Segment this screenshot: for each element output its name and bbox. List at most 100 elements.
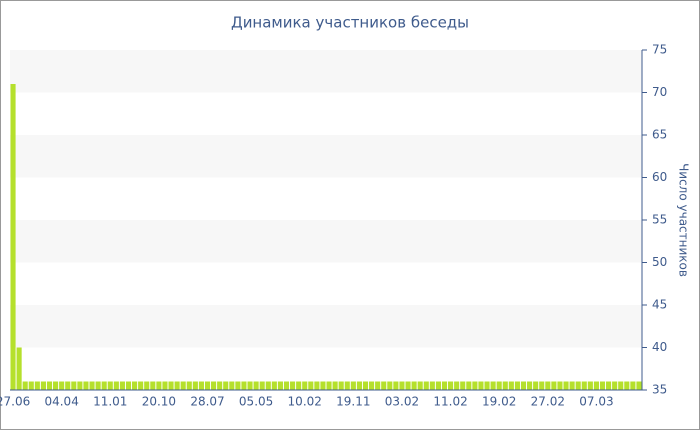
bar xyxy=(332,381,338,390)
bar xyxy=(290,381,296,390)
chart-title: Динамика участников беседы xyxy=(231,14,469,32)
bar xyxy=(10,84,16,390)
x-tick-label: 19.11 xyxy=(336,395,370,409)
bar xyxy=(539,381,545,390)
bar xyxy=(441,381,448,390)
y-tick-label: 70 xyxy=(652,85,667,99)
bar xyxy=(362,381,369,390)
y-tick-label: 55 xyxy=(652,213,667,227)
bar xyxy=(369,381,375,390)
bar xyxy=(101,381,107,390)
bar xyxy=(28,381,34,390)
bar xyxy=(53,381,59,390)
bar xyxy=(502,381,508,390)
bar xyxy=(496,381,502,390)
bar xyxy=(478,381,484,390)
bar xyxy=(34,381,40,390)
bar xyxy=(16,347,22,390)
bar xyxy=(71,381,77,390)
x-tick-label: 10.02 xyxy=(288,395,322,409)
bar xyxy=(180,381,186,390)
bar xyxy=(581,381,587,390)
bar xyxy=(162,381,168,390)
x-tick-label: 11.01 xyxy=(93,395,127,409)
bar xyxy=(113,381,119,390)
bar xyxy=(283,381,290,390)
bar xyxy=(423,381,429,390)
bar xyxy=(138,381,144,390)
bar xyxy=(296,381,302,390)
bar xyxy=(460,381,466,390)
bar xyxy=(235,381,241,390)
grid-band xyxy=(10,220,642,263)
bar xyxy=(636,381,642,390)
bar xyxy=(217,381,223,390)
bar xyxy=(520,381,527,390)
x-tick-label: 04.04 xyxy=(44,395,78,409)
y-tick-label: 40 xyxy=(652,340,667,354)
bar xyxy=(241,381,247,390)
bar xyxy=(59,381,65,390)
bar xyxy=(144,381,150,390)
bar xyxy=(569,381,575,390)
bar xyxy=(557,381,563,390)
bar xyxy=(490,381,496,390)
x-tick-label: 28.07 xyxy=(190,395,224,409)
y-tick-label: 50 xyxy=(652,255,667,269)
bar xyxy=(606,381,612,390)
bar xyxy=(527,381,533,390)
bar xyxy=(563,381,569,390)
bar xyxy=(95,381,101,390)
bar xyxy=(484,381,490,390)
bar xyxy=(314,381,320,390)
bar xyxy=(22,381,28,390)
bar xyxy=(320,381,326,390)
bar xyxy=(599,381,606,390)
x-tick-label: 27.06 xyxy=(0,395,30,409)
bar xyxy=(83,381,89,390)
bar xyxy=(350,381,356,390)
bar xyxy=(545,381,551,390)
bar xyxy=(119,381,125,390)
bar xyxy=(198,381,204,390)
bar xyxy=(514,381,520,390)
bar xyxy=(46,381,53,390)
bar xyxy=(393,381,399,390)
bar xyxy=(593,381,599,390)
x-tick-label: 07.03 xyxy=(579,395,613,409)
x-tick-label: 20.10 xyxy=(142,395,176,409)
bar xyxy=(168,381,174,390)
grid-band xyxy=(10,305,642,348)
bar xyxy=(399,381,405,390)
bar xyxy=(65,381,71,390)
bar xyxy=(271,381,277,390)
bar xyxy=(229,381,235,390)
y-tick-label: 35 xyxy=(652,383,667,397)
bar xyxy=(618,381,624,390)
x-tick-label: 03.02 xyxy=(385,395,419,409)
y-tick-label: 45 xyxy=(652,298,667,312)
grid-band xyxy=(10,50,642,93)
y-tick-label: 65 xyxy=(652,128,667,142)
bar xyxy=(381,381,387,390)
bar xyxy=(448,381,454,390)
bar xyxy=(508,381,514,390)
bar xyxy=(265,381,271,390)
bar xyxy=(223,381,229,390)
bar xyxy=(156,381,162,390)
bar xyxy=(308,381,314,390)
grid-band xyxy=(10,135,642,178)
bar xyxy=(89,381,95,390)
y-tick-label: 75 xyxy=(652,43,667,57)
bar xyxy=(575,381,581,390)
bar xyxy=(192,381,198,390)
bar xyxy=(429,381,435,390)
bar xyxy=(77,381,83,390)
bar xyxy=(132,381,138,390)
bar xyxy=(411,381,417,390)
bar xyxy=(435,381,441,390)
bar xyxy=(587,381,593,390)
bar xyxy=(466,381,472,390)
bar xyxy=(551,381,557,390)
